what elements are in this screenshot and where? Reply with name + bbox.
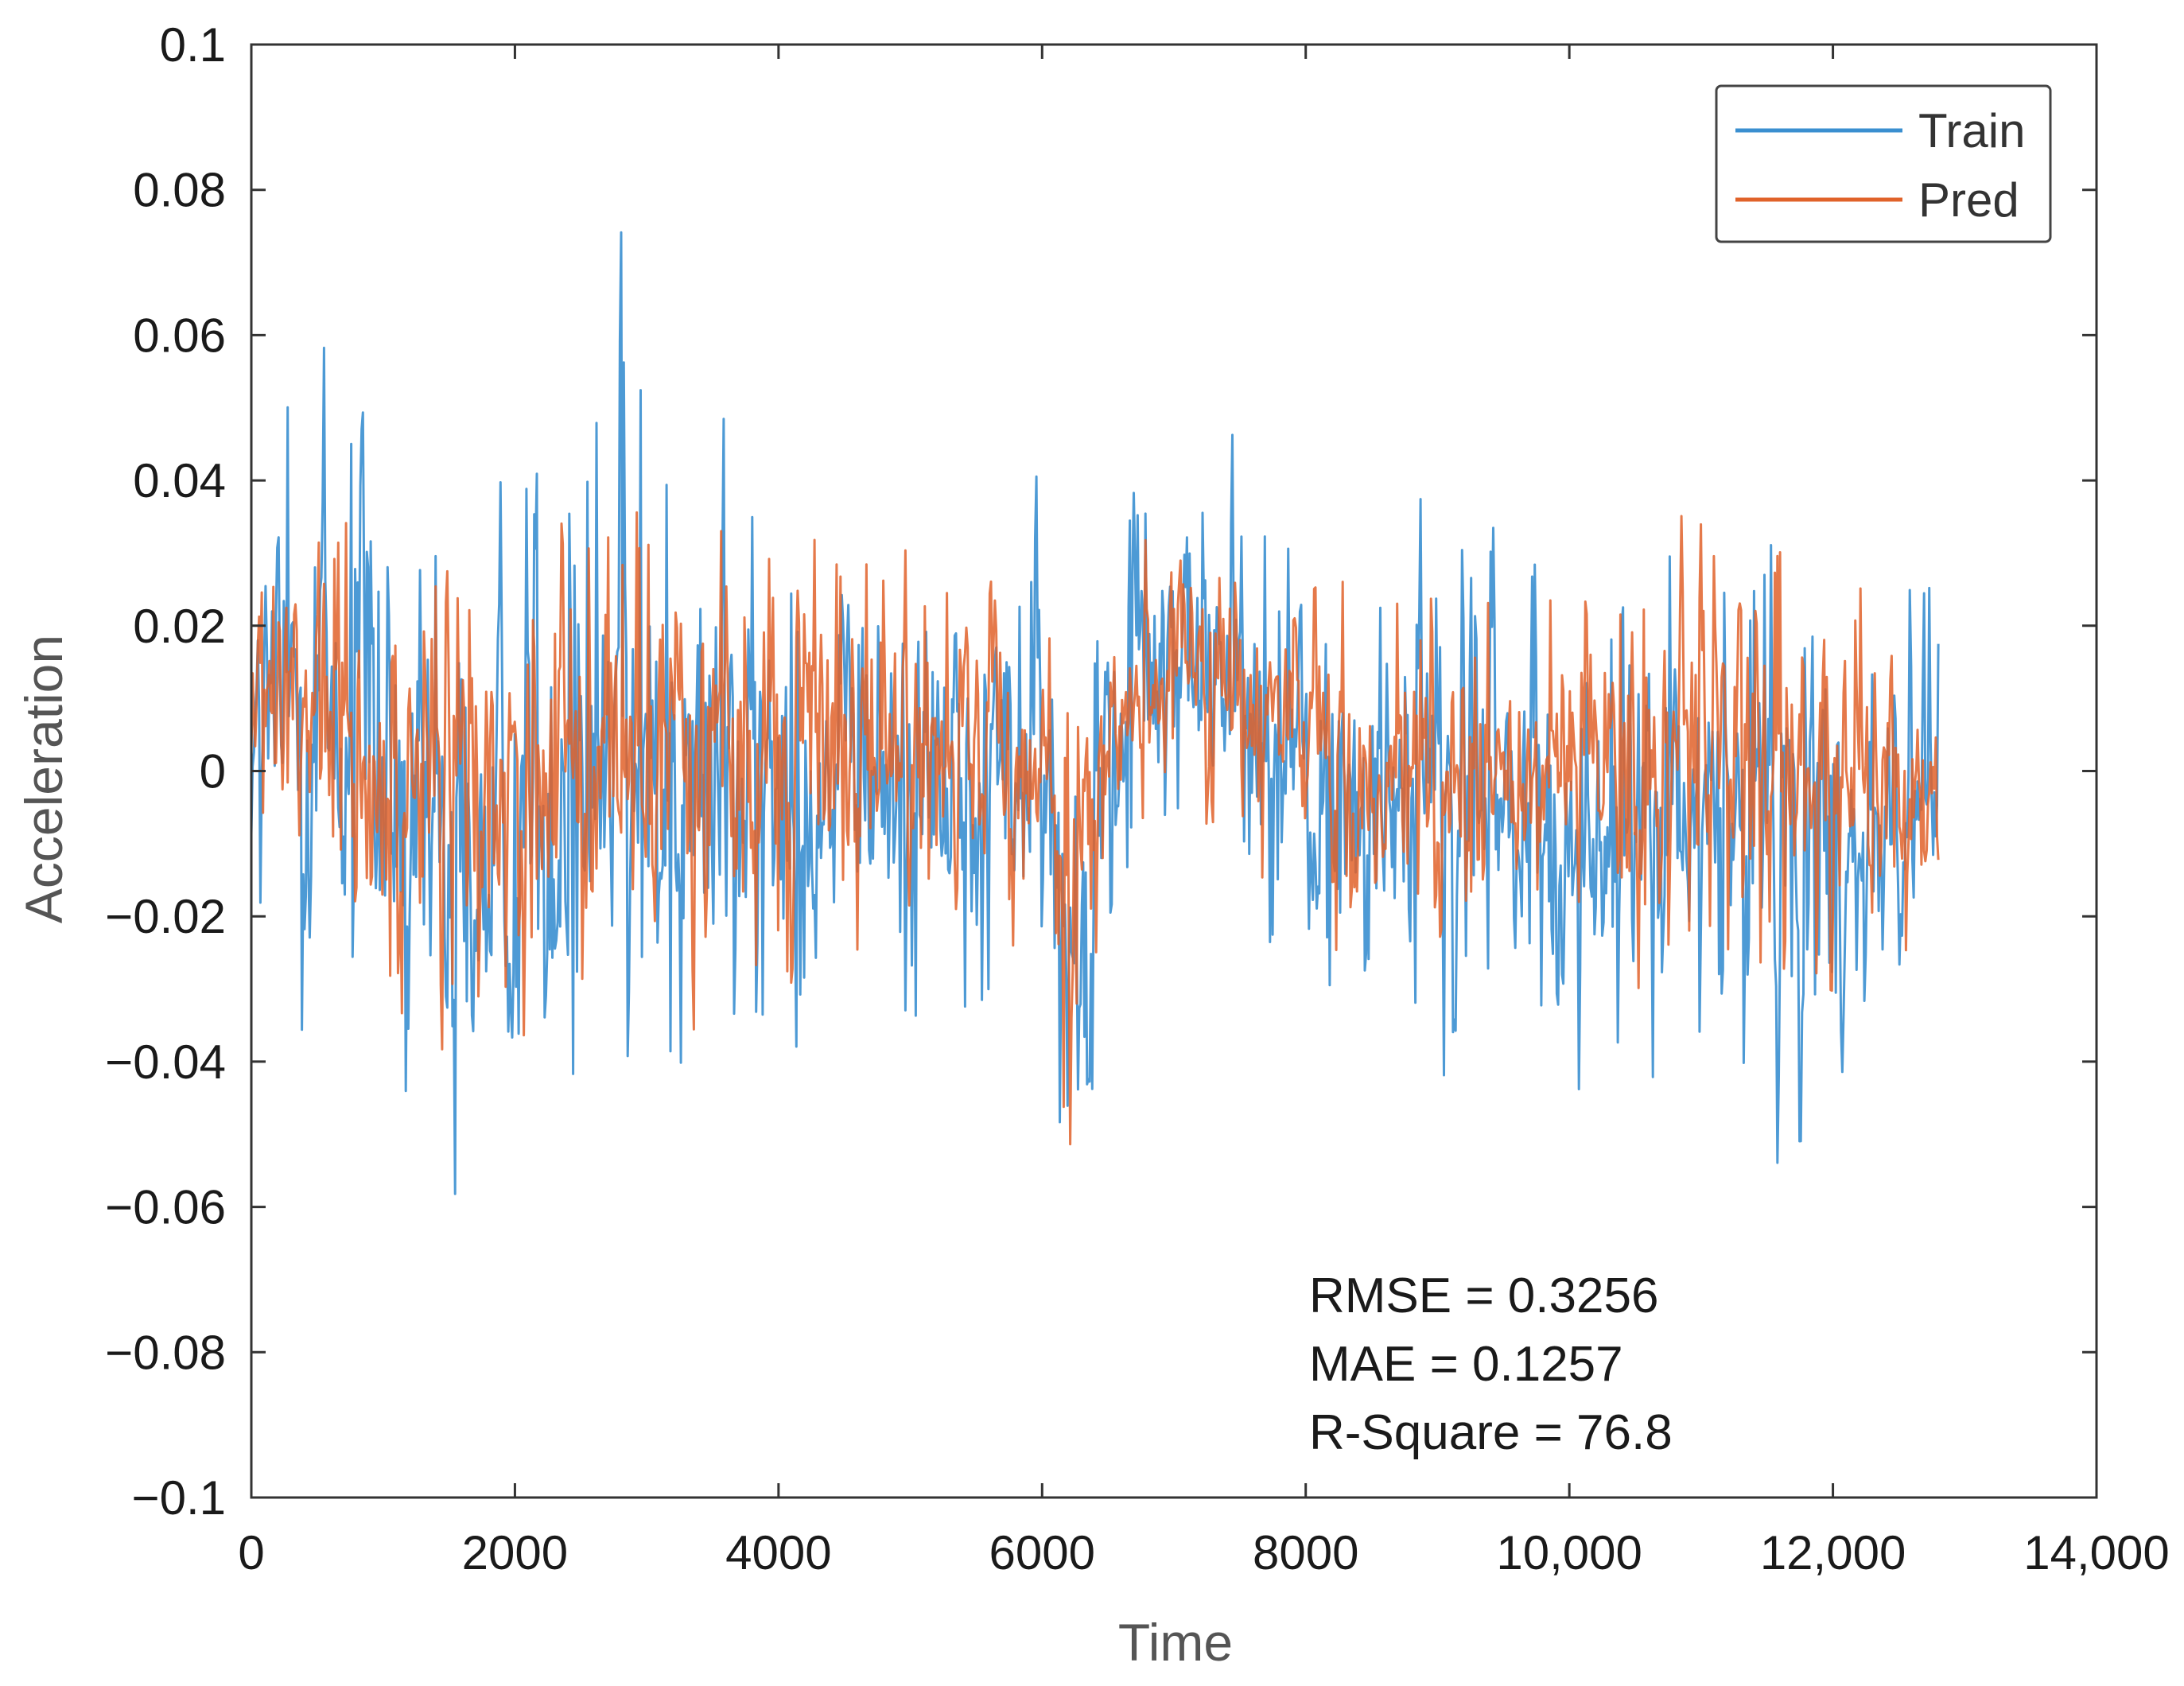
rsquare-annotation: R-Square = 76.8	[1309, 1405, 1673, 1460]
x-tick-label: 6000	[989, 1526, 1095, 1579]
legend-label-pred: Pred	[1918, 173, 2019, 227]
y-tick-label: 0.06	[133, 309, 226, 362]
legend-label-train: Train	[1918, 104, 2025, 157]
x-tick-label: 4000	[725, 1526, 831, 1579]
y-tick-label: 0.02	[133, 600, 226, 653]
y-tick-label: 0.08	[133, 164, 226, 217]
x-tick-label: 10,000	[1496, 1526, 1642, 1579]
x-tick-label: 12,000	[1760, 1526, 1906, 1579]
series-line-pred	[250, 511, 1940, 1146]
series-layer	[250, 231, 1940, 1195]
y-tick-label: −0.08	[105, 1326, 226, 1379]
legend-box	[1715, 84, 2052, 243]
x-axis-title: Time	[1118, 1613, 1233, 1672]
ticks-layer: 0 2000 4000 6000 8000 10,000 12,000 14,000 0.1 0.…	[105, 18, 2170, 1579]
y-axis-title: Acceleration	[14, 635, 73, 923]
y-tick-label: −0.06	[105, 1181, 226, 1234]
x-tick-label: 8000	[1253, 1526, 1358, 1579]
metrics-annotation: RMSE = 0.3256 MAE = 0.1257 R-Square = 76…	[1309, 1268, 1673, 1460]
x-tick-label: 2000	[462, 1526, 568, 1579]
y-tick-label: −0.1	[132, 1471, 226, 1525]
legend: Train Pred	[1715, 84, 2052, 243]
y-tick-label: 0	[200, 745, 226, 798]
mae-annotation: MAE = 0.1257	[1309, 1337, 1623, 1392]
y-tick-label: 0.1	[160, 18, 226, 72]
x-tick-label: 0	[238, 1526, 264, 1579]
rmse-annotation: RMSE = 0.3256	[1309, 1268, 1658, 1323]
y-tick-label: −0.02	[105, 890, 226, 943]
y-tick-label: 0.04	[133, 454, 226, 507]
y-tick-label: −0.04	[105, 1035, 226, 1089]
x-tick-label: 14,000	[2023, 1526, 2170, 1579]
